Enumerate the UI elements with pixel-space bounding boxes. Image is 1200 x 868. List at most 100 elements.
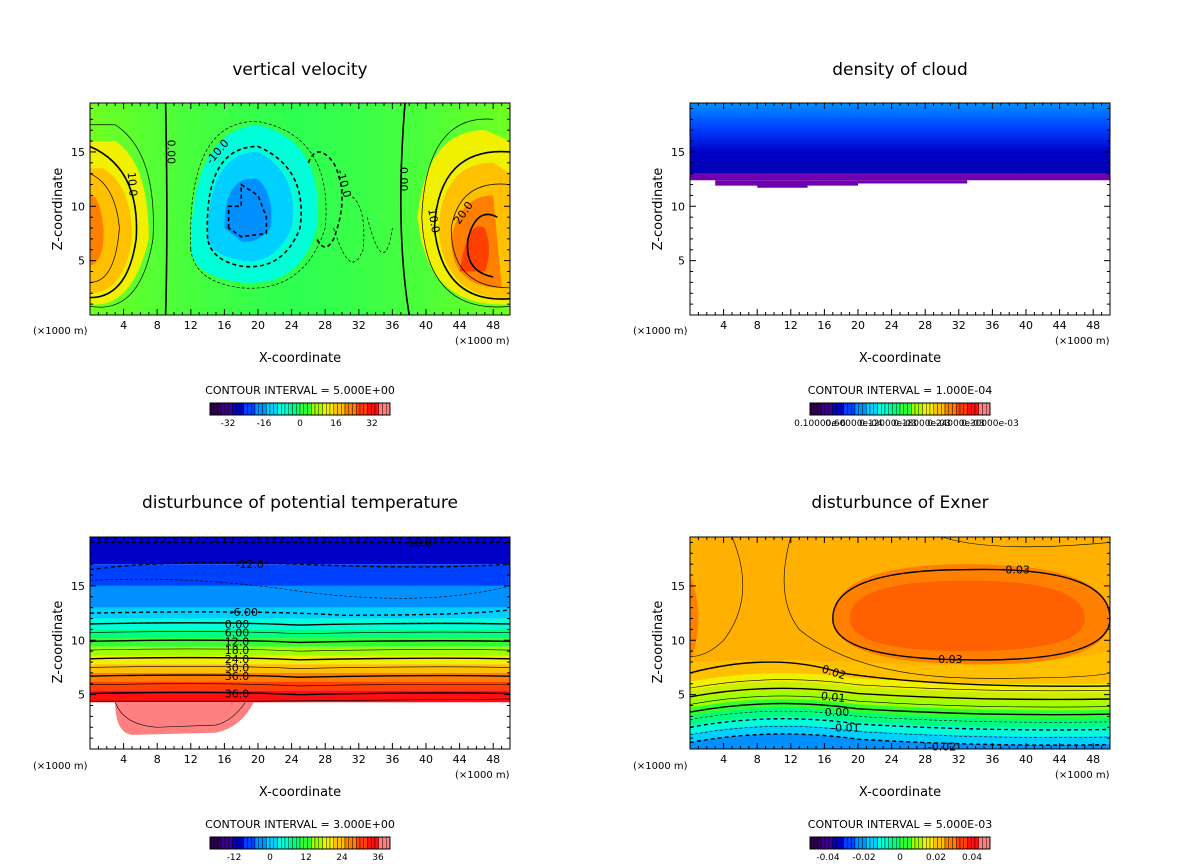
contour-label: -6.00	[229, 606, 257, 619]
colorbar-cell	[937, 836, 942, 850]
colorbar-cell	[933, 836, 938, 850]
colorbar-cell	[866, 402, 871, 416]
colorbar-cell	[963, 836, 968, 850]
colorbar-cell	[869, 402, 874, 416]
contour-line	[89, 622, 511, 626]
contour-line	[783, 536, 1111, 679]
x-unit-label-left: (×1000 m)	[633, 326, 688, 337]
colorbar-cell	[288, 836, 293, 850]
contour-line	[89, 683, 511, 687]
colorbar-cell	[839, 836, 844, 850]
contour-line	[89, 666, 511, 669]
colorbar-cell	[824, 836, 829, 850]
contour-line	[689, 718, 1111, 731]
x-axis-label: X-coordinate	[859, 785, 941, 800]
downdraft-core	[224, 178, 272, 242]
colorbar-cell	[224, 402, 229, 416]
x-tick-label: 44	[1053, 319, 1067, 332]
colorbar-cell	[299, 836, 304, 850]
colorbar-tick-label: 0.24000e-03	[927, 419, 984, 429]
x-tick-label: 4	[720, 319, 727, 332]
colorbar-cell	[982, 836, 987, 850]
colorbar-cell	[251, 402, 256, 416]
x-tick-label: 12	[784, 319, 798, 332]
colorbar-cell	[888, 836, 893, 850]
colorbar-cell	[296, 836, 301, 850]
contour-label: 0.00	[164, 140, 177, 165]
contour-line	[89, 674, 511, 678]
contour-line	[164, 102, 168, 316]
colorbar-cell	[262, 836, 267, 850]
colorbar-cell	[311, 836, 316, 850]
colorbar-cell	[209, 402, 214, 416]
colorbar-cell	[284, 836, 289, 850]
colorbar-cell	[903, 402, 908, 416]
contour-line	[466, 213, 498, 278]
colorbar-cell	[374, 402, 379, 416]
x-unit-label-right: (×1000 m)	[455, 336, 510, 347]
x-unit-label-right: (×1000 m)	[1055, 336, 1110, 347]
colorbar-cell	[978, 402, 983, 416]
contour-line	[941, 536, 1111, 548]
colorbar-cell	[337, 402, 342, 416]
x-tick-label: 8	[754, 319, 761, 332]
colorbar-cell	[318, 402, 323, 416]
colorbar-cell	[311, 402, 316, 416]
contour-label: -18.0	[403, 536, 431, 549]
temperature-band	[90, 690, 510, 703]
x-unit-label-right: (×1000 m)	[1055, 770, 1110, 781]
colorbar-cell	[236, 836, 241, 850]
colorbar-cell	[941, 402, 946, 416]
x-tick-label: 36	[985, 753, 999, 766]
colorbar-cell	[862, 836, 867, 850]
colorbar-cell	[948, 402, 953, 416]
colorbar-cell	[896, 402, 901, 416]
contour-label: -12.0	[235, 558, 263, 571]
x-tick-label: 20	[251, 753, 265, 766]
colorbar-cell	[382, 836, 387, 850]
colorbar-cell	[258, 836, 263, 850]
colorbar-cell	[239, 402, 244, 416]
colorbar-cell	[851, 402, 856, 416]
colorbar-tick-label: -12	[227, 853, 242, 863]
y-tick-label: 10	[71, 634, 85, 647]
x-axis-label: X-coordinate	[259, 785, 341, 800]
contour-label: 10.0	[125, 171, 140, 197]
colorbar-cell	[884, 836, 889, 850]
colorbar-tick-label: 0.60000e-04	[825, 419, 883, 429]
contour-label: 0.00	[225, 618, 250, 631]
x-tick-label: 40	[419, 319, 433, 332]
x-tick-label: 16	[217, 753, 231, 766]
colorbar-cell	[239, 836, 244, 850]
y-tick-label: 10	[71, 200, 85, 213]
x-tick-label: 12	[184, 753, 198, 766]
colorbar-cell	[281, 836, 286, 850]
x-tick-label: 24	[285, 319, 299, 332]
colorbar-cell	[307, 836, 312, 850]
colorbar-cell	[914, 402, 919, 416]
colorbar-tick-label: 16	[330, 419, 342, 429]
x-tick-label: 4	[120, 319, 127, 332]
y-tick-label: 15	[71, 580, 85, 593]
colorbar-cell	[809, 836, 814, 850]
colorbar-cell	[359, 836, 364, 850]
x-tick-label: 48	[486, 753, 500, 766]
colorbar-cell	[322, 402, 327, 416]
contour-label: 36.0	[225, 688, 250, 701]
colorbar-cell	[217, 402, 222, 416]
x-tick-label: 4	[720, 753, 727, 766]
x-tick-label: 32	[352, 753, 366, 766]
colorbar-cell	[843, 836, 848, 850]
contour-line	[89, 145, 138, 299]
colorbar-cell	[907, 402, 912, 416]
colorbar-cell	[839, 402, 844, 416]
colorbar-cell	[348, 836, 353, 850]
colorbar-frame	[209, 836, 391, 850]
colorbar-tick-label: 0.10000e-6	[794, 419, 846, 429]
colorbar-cell	[344, 836, 349, 850]
y-tick-label: 5	[78, 255, 85, 268]
colorbar-cell	[352, 836, 357, 850]
colorbar-tick-label: -0.04	[816, 853, 840, 863]
